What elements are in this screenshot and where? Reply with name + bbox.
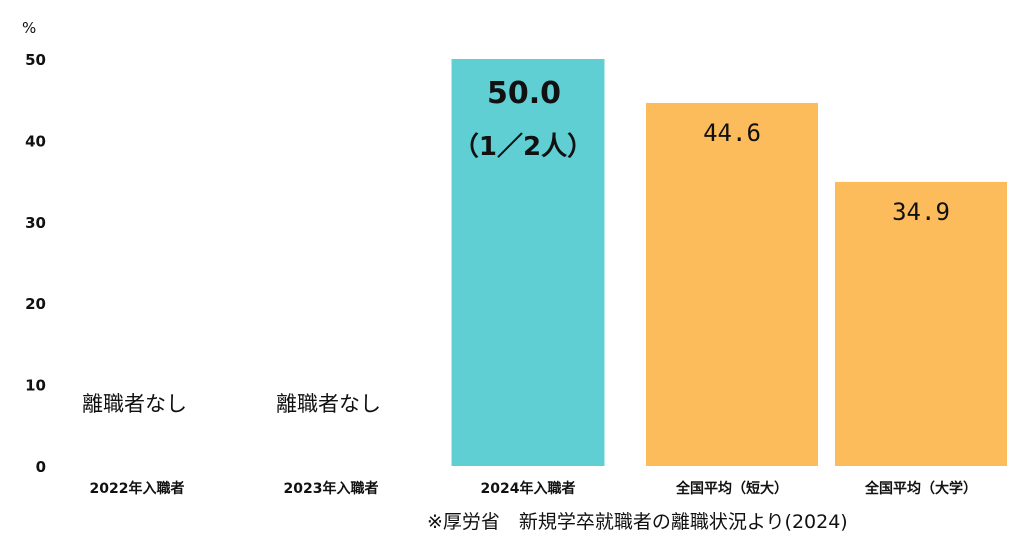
- y-tick-label: 20: [25, 295, 46, 313]
- y-axis-unit: %: [22, 19, 36, 37]
- y-tick-label: 40: [25, 132, 46, 150]
- bars: [451, 59, 1007, 467]
- bar-label: 34.9: [892, 198, 950, 226]
- x-tick-label: 2024年入職者: [481, 480, 576, 497]
- bar: [835, 181, 1007, 466]
- y-tick-label: 0: [36, 458, 46, 476]
- data-labels: 離職者なし 離職者なし 50.0 （1／2人） 44.6 34.9: [82, 76, 950, 416]
- y-tick-label: 50: [25, 51, 46, 69]
- bar-label: 50.0: [487, 76, 561, 111]
- bar-label: 44.6: [703, 119, 761, 147]
- x-tick-label: 全国平均（短大）: [675, 480, 788, 497]
- bar: [451, 59, 605, 466]
- x-tick-label: 2022年入職者: [90, 480, 185, 497]
- bar-label: 離職者なし: [276, 392, 381, 416]
- bar-label: 離職者なし: [82, 392, 187, 416]
- source-note: ※厚労省 新規学卒就職者の離職状況より(2024): [427, 511, 848, 533]
- y-tick-label: 30: [25, 214, 46, 232]
- bar: [646, 102, 818, 467]
- x-tick-label: 2023年入職者: [284, 480, 379, 497]
- bar-sublabel: （1／2人）: [453, 132, 593, 162]
- y-axis-ticks: 0 10 20 30 40 50: [25, 51, 46, 476]
- x-tick-label: 全国平均（大学）: [864, 480, 977, 497]
- y-tick-label: 10: [25, 377, 46, 395]
- x-axis-ticks: 2022年入職者 2023年入職者 2024年入職者 全国平均（短大） 全国平均（大学）: [90, 480, 977, 497]
